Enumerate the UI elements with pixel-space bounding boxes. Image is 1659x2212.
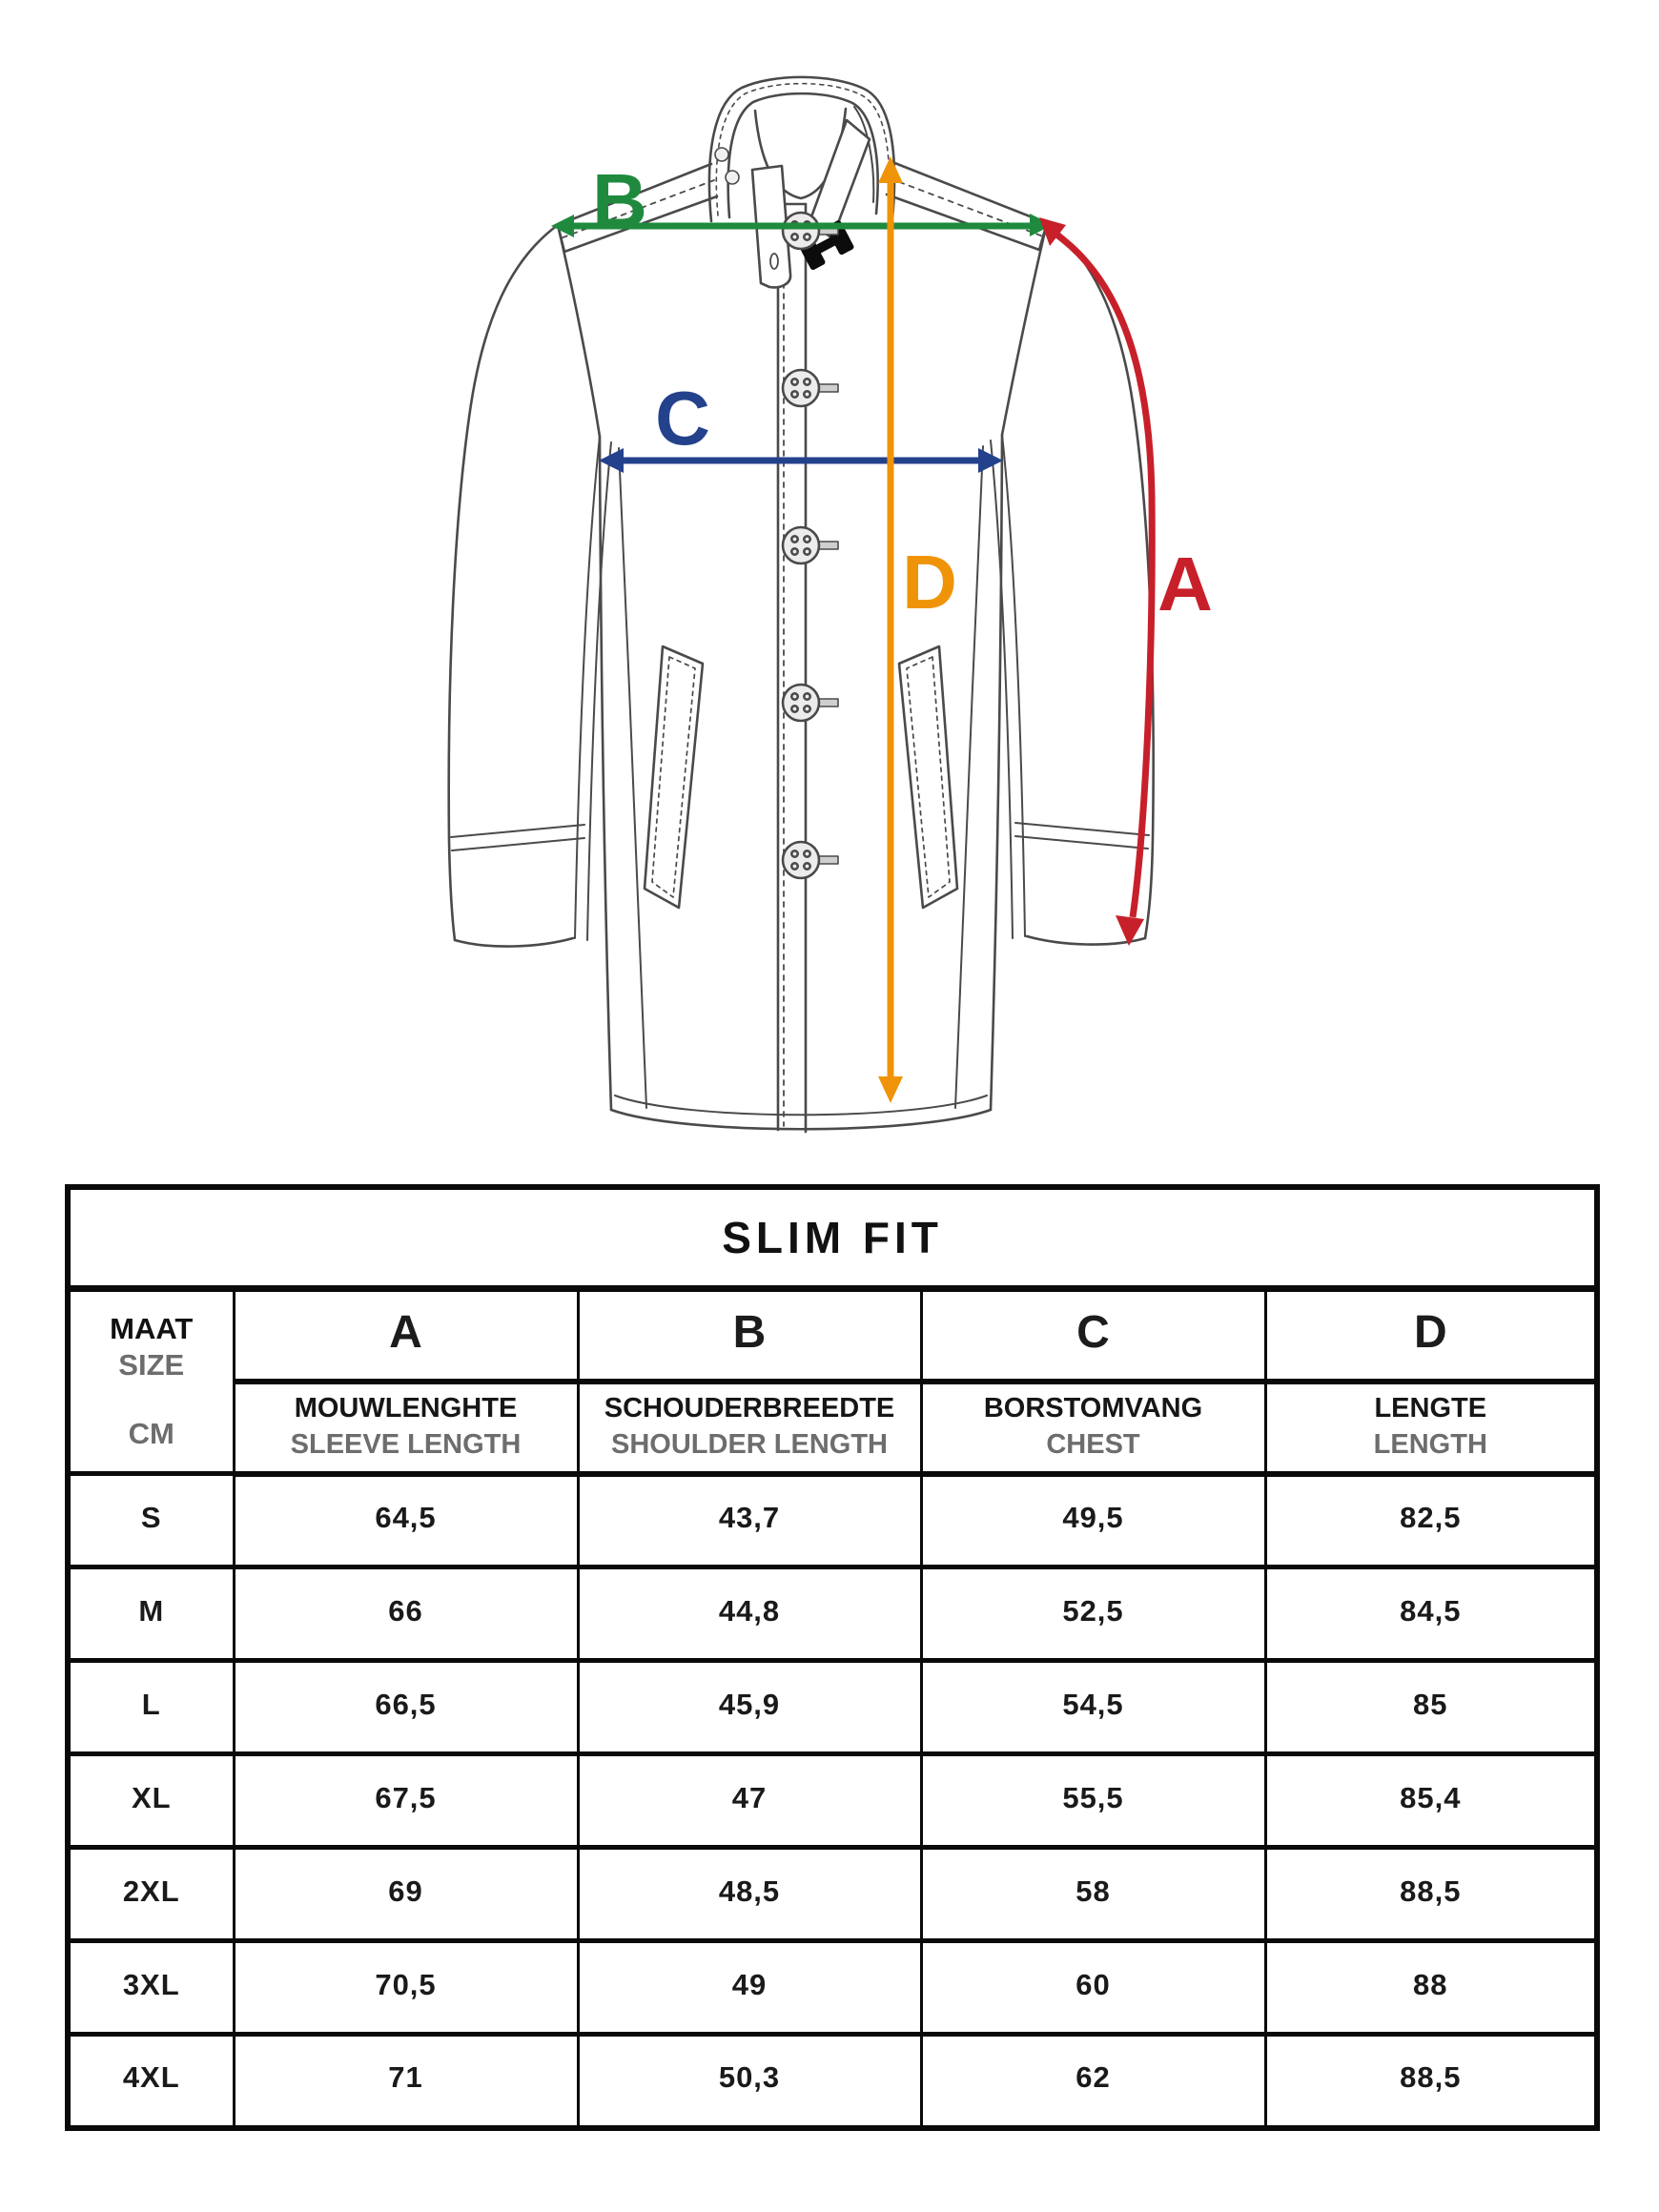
measure-arrow-D: [878, 156, 903, 1103]
value-cell: 44,8: [576, 1565, 923, 1662]
value-cell: 82,5: [1263, 1471, 1599, 1568]
value-cell: 58: [919, 1845, 1267, 1942]
column-name-d: LENGTE LENGTH: [1263, 1380, 1599, 1477]
column-letter-b: B: [576, 1287, 923, 1384]
table-row-xl: XL 67,5 47 55,5 85,4: [66, 1751, 1599, 1849]
value-cell: 67,5: [232, 1751, 580, 1849]
size-table: SLIM FIT MAAT SIZE CM A B C D MOUWLENGHT…: [65, 1184, 1601, 2131]
value-cell: 62: [919, 2032, 1267, 2129]
value-cell: 49,5: [919, 1471, 1267, 1568]
right-sleeve: [990, 221, 1155, 946]
size-unit: CM: [128, 1416, 174, 1450]
stand-collar: [707, 75, 896, 289]
size-cell: 3XL: [66, 1938, 236, 2036]
button: [781, 368, 839, 408]
front-placket: [776, 202, 808, 1134]
value-cell: 66,5: [232, 1658, 580, 1755]
left-pocket: [643, 645, 705, 910]
value-cell: 49: [576, 1938, 923, 2036]
column-letter-d: D: [1263, 1287, 1599, 1384]
value-cell: 60: [919, 1938, 1267, 2036]
button: [781, 525, 839, 565]
size-label-en: SIZE: [118, 1348, 185, 1382]
value-cell: 69: [232, 1845, 580, 1942]
value-cell: 88,5: [1263, 1845, 1599, 1942]
value-cell: 70,5: [232, 1938, 580, 2036]
value-cell: 88,5: [1263, 2032, 1599, 2129]
button: [781, 683, 839, 723]
measure-arrow-B: [551, 214, 1053, 237]
label-C: C: [655, 376, 710, 461]
table-title-row: SLIM FIT: [66, 1185, 1599, 1292]
table-row-l: L 66,5 45,9 54,5 85: [66, 1658, 1599, 1755]
coat-measurement-diagram: B C D A: [447, 75, 1213, 1134]
column-letter-a: A: [232, 1287, 580, 1384]
size-cell: L: [66, 1658, 236, 1755]
right-pocket: [897, 645, 959, 910]
measure-arrow-C: [599, 448, 1003, 473]
column-name-b: SCHOUDERBREEDTE SHOULDER LENGTH: [576, 1380, 923, 1477]
column-letter-c: C: [919, 1287, 1267, 1384]
table-row-4xl: 4XL 71 50,3 62 88,5: [66, 2032, 1599, 2129]
table-row-s: S 64,5 43,7 49,5 82,5: [66, 1471, 1599, 1568]
value-cell: 50,3: [576, 2032, 923, 2129]
front-buttons: [781, 211, 839, 880]
value-cell: 85,4: [1263, 1751, 1599, 1849]
size-cell: M: [66, 1565, 236, 1662]
size-table-section: SLIM FIT MAAT SIZE CM A B C D MOUWLENGHT…: [65, 1184, 1601, 2131]
label-B: B: [592, 158, 647, 243]
value-cell: 48,5: [576, 1845, 923, 1942]
value-cell: 55,5: [919, 1751, 1267, 1849]
value-cell: 66: [232, 1565, 580, 1662]
fit-title: SLIM FIT: [66, 1185, 1599, 1292]
value-cell: 88: [1263, 1938, 1599, 2036]
size-cell: 4XL: [66, 2032, 236, 2129]
value-cell: 47: [576, 1751, 923, 1849]
left-sleeve: [447, 223, 612, 948]
label-D: D: [902, 540, 957, 625]
value-cell: 54,5: [919, 1658, 1267, 1755]
coat-body: [598, 433, 1004, 1131]
value-cell: 71: [232, 2032, 580, 2129]
table-row-m: M 66 44,8 52,5 84,5: [66, 1565, 1599, 1662]
label-A: A: [1157, 542, 1213, 626]
value-cell: 85: [1263, 1658, 1599, 1755]
measure-name-row: MOUWLENGHTE SLEEVE LENGTH SCHOUDERBREEDT…: [68, 1380, 1599, 1477]
column-name-a: MOUWLENGHTE SLEEVE LENGTH: [232, 1380, 580, 1477]
value-cell: 45,9: [576, 1658, 923, 1755]
value-cell: 43,7: [576, 1471, 923, 1568]
size-label-nl: MAAT: [110, 1312, 194, 1346]
coat-diagram-svg: B C D A: [447, 75, 1213, 1134]
table-row-2xl: 2XL 69 48,5 58 88,5: [66, 1845, 1599, 1942]
letter-header-row: MAAT SIZE CM A B C D: [66, 1287, 1599, 1475]
value-cell: 64,5: [232, 1471, 580, 1568]
button: [781, 840, 839, 880]
measure-arrow-A: [1039, 217, 1156, 946]
value-cell: 52,5: [919, 1565, 1267, 1662]
table-row-3xl: 3XL 70,5 49 60 88: [66, 1938, 1599, 2036]
value-cell: 84,5: [1263, 1565, 1599, 1662]
size-cell: XL: [66, 1751, 236, 1849]
size-header-cell: MAAT SIZE CM: [66, 1287, 236, 1475]
size-cell: 2XL: [66, 1845, 236, 1942]
column-name-c: BORSTOMVANG CHEST: [919, 1380, 1267, 1477]
size-cell: S: [66, 1471, 236, 1568]
